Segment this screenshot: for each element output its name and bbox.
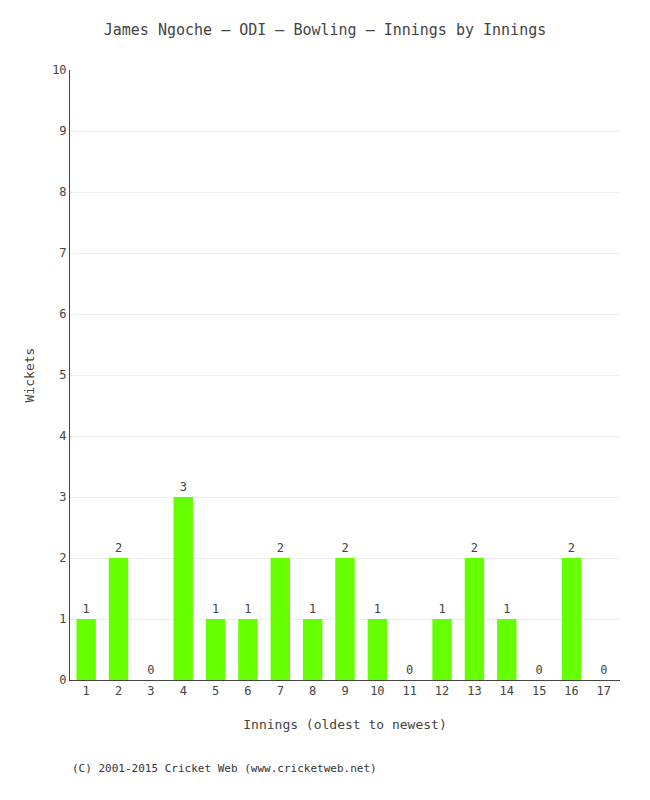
svg-text:5: 5 (212, 684, 219, 698)
svg-text:4: 4 (59, 429, 66, 443)
svg-text:1: 1 (309, 602, 316, 616)
svg-text:2: 2 (471, 541, 478, 555)
svg-text:1: 1 (244, 602, 251, 616)
svg-text:15: 15 (532, 684, 546, 698)
svg-text:10: 10 (370, 684, 384, 698)
svg-text:2: 2 (59, 551, 66, 565)
svg-text:7: 7 (59, 246, 66, 260)
svg-text:0: 0 (59, 673, 66, 687)
svg-text:2: 2 (341, 541, 348, 555)
svg-text:10: 10 (52, 63, 66, 77)
svg-text:0: 0 (406, 663, 413, 677)
svg-text:0: 0 (535, 663, 542, 677)
svg-text:3: 3 (180, 480, 187, 494)
svg-text:2: 2 (277, 541, 284, 555)
svg-text:1: 1 (59, 612, 66, 626)
svg-text:6: 6 (244, 684, 251, 698)
svg-text:12: 12 (435, 684, 449, 698)
svg-text:16: 16 (564, 684, 578, 698)
svg-text:1: 1 (438, 602, 445, 616)
svg-text:Innings (oldest to newest): Innings (oldest to newest) (243, 717, 447, 732)
svg-text:Wickets: Wickets (22, 348, 37, 403)
svg-text:1: 1 (374, 602, 381, 616)
svg-text:13: 13 (467, 684, 481, 698)
svg-text:2: 2 (115, 541, 122, 555)
svg-text:0: 0 (147, 663, 154, 677)
svg-text:3: 3 (147, 684, 154, 698)
svg-text:1: 1 (212, 602, 219, 616)
svg-text:0: 0 (600, 663, 607, 677)
svg-text:2: 2 (568, 541, 575, 555)
svg-text:James Ngoche – ODI – Bowling –: James Ngoche – ODI – Bowling – Innings b… (104, 21, 547, 39)
svg-text:14: 14 (500, 684, 514, 698)
svg-text:(C) 2001-2015 Cricket Web (www: (C) 2001-2015 Cricket Web (www.cricketwe… (72, 762, 377, 775)
svg-text:8: 8 (309, 684, 316, 698)
svg-text:1: 1 (83, 602, 90, 616)
svg-text:11: 11 (402, 684, 416, 698)
svg-text:2: 2 (115, 684, 122, 698)
svg-text:3: 3 (59, 490, 66, 504)
svg-text:5: 5 (59, 368, 66, 382)
svg-text:1: 1 (83, 684, 90, 698)
svg-text:9: 9 (59, 124, 66, 138)
svg-text:7: 7 (277, 684, 284, 698)
svg-text:9: 9 (341, 684, 348, 698)
svg-text:6: 6 (59, 307, 66, 321)
svg-text:1: 1 (503, 602, 510, 616)
svg-text:17: 17 (597, 684, 611, 698)
svg-text:8: 8 (59, 185, 66, 199)
svg-text:4: 4 (180, 684, 187, 698)
